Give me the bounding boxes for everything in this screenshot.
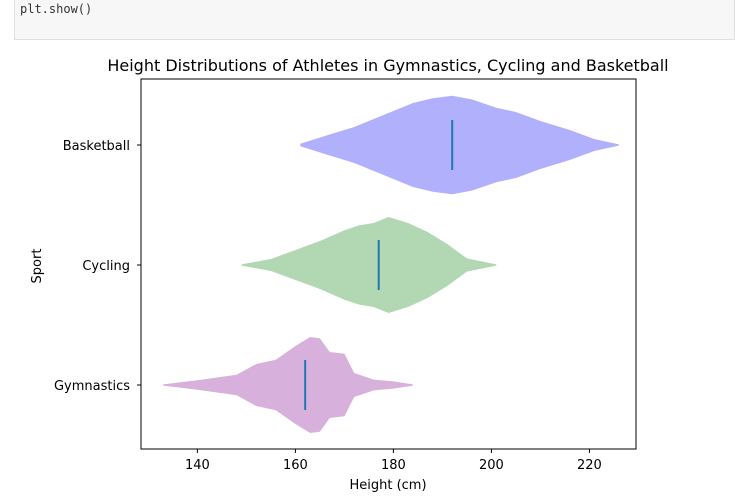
x-tick-label: 160 [283, 458, 308, 473]
y-axis-label: Sport [30, 249, 45, 284]
y-tick-label: Basketball [63, 139, 130, 154]
violin-gymnastics [163, 337, 413, 433]
chart-title: Height Distributions of Athletes in Gymn… [107, 56, 668, 75]
code-line: plt.show() [20, 2, 93, 16]
code-cell[interactable]: plt.show() [14, 0, 735, 40]
plot-area [140, 78, 637, 450]
x-tick-label: 180 [381, 458, 406, 473]
x-tick-label: 220 [577, 458, 602, 473]
x-tick-label: 140 [185, 458, 210, 473]
violins-group [163, 95, 619, 433]
violin-basketball [300, 95, 619, 195]
x-axis-label: Height (cm) [349, 478, 426, 493]
y-tick-label: Cycling [82, 259, 130, 274]
violin-cycling [241, 217, 497, 313]
y-axis-ticks: Gymnastics Cycling Basketball [54, 139, 141, 394]
y-tick-label: Gymnastics [54, 379, 130, 394]
x-tick-label: 200 [479, 458, 504, 473]
x-axis-ticks: 140 160 180 200 220 [185, 449, 602, 473]
